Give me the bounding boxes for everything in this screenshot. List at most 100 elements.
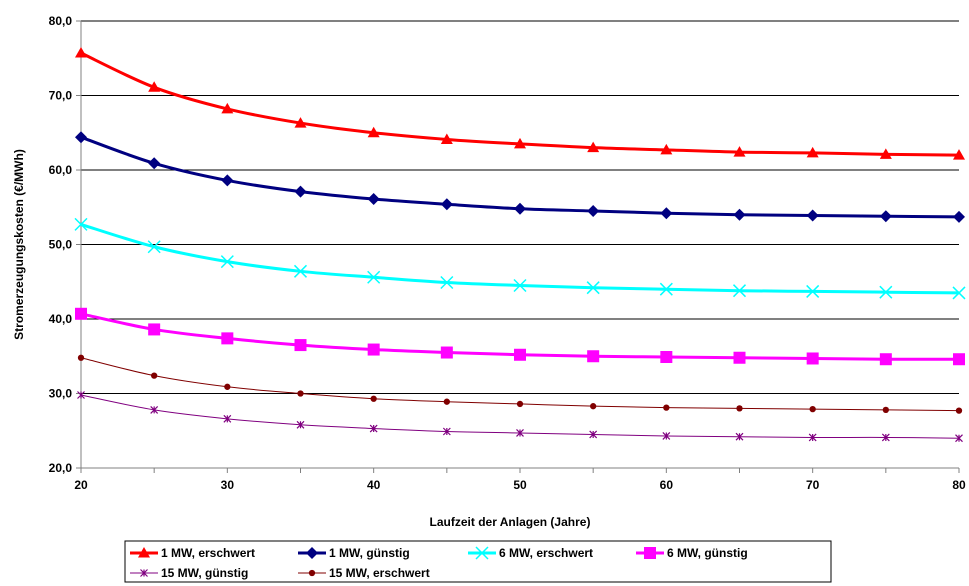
legend-marker xyxy=(475,546,489,560)
data-point xyxy=(806,352,819,365)
data-point xyxy=(586,281,600,295)
data-point xyxy=(660,207,673,220)
data-point xyxy=(294,117,307,128)
data-point xyxy=(367,343,380,356)
data-point xyxy=(221,332,234,345)
legend-label: 1 MW, günstig xyxy=(329,546,410,560)
data-point xyxy=(879,285,893,299)
data-point xyxy=(148,81,161,92)
y-tick-label: 70,0 xyxy=(49,89,73,103)
data-point xyxy=(367,270,381,284)
series-6 xyxy=(77,354,963,414)
x-tick-label: 30 xyxy=(221,478,235,492)
data-point xyxy=(294,339,307,352)
data-point xyxy=(881,433,890,442)
data-point xyxy=(806,284,820,298)
data-point xyxy=(732,284,747,298)
data-point xyxy=(224,383,231,390)
x-tick-label: 60 xyxy=(660,478,674,492)
data-point xyxy=(513,278,527,293)
data-point xyxy=(367,193,380,206)
data-point xyxy=(660,350,673,363)
legend: 1 MW, erschwert 1 MW, günstig 6 MW, erschw… xyxy=(124,540,832,583)
data-point xyxy=(147,240,161,254)
data-point xyxy=(590,403,597,410)
data-point xyxy=(736,405,743,412)
data-point xyxy=(516,429,524,437)
y-tick-labels: 20,0 30,0 40,0 50,0 60,0 70,0 80,0 xyxy=(49,14,73,475)
series-4 xyxy=(75,307,965,366)
data-point xyxy=(587,204,600,217)
data-point xyxy=(516,400,524,408)
legend-box xyxy=(124,540,832,583)
legend-entry: 15 MW, günstig xyxy=(130,566,248,580)
data-point xyxy=(442,427,451,436)
data-point xyxy=(809,405,816,413)
x-tick-label: 20 xyxy=(74,478,88,492)
series-1 xyxy=(75,47,965,160)
data-point xyxy=(879,353,892,366)
legend-label: 15 MW, günstig xyxy=(161,566,248,580)
x-axis-title: Laufzeit der Anlagen (Jahre) xyxy=(430,515,591,529)
data-point xyxy=(148,157,161,170)
series-5 xyxy=(77,391,963,443)
data-point xyxy=(587,141,600,153)
data-point xyxy=(733,351,746,364)
series-2 xyxy=(75,131,965,223)
legend-label: 15 MW, erschwert xyxy=(329,566,430,580)
data-point xyxy=(659,282,673,296)
data-point xyxy=(296,420,305,429)
x-tick-label: 50 xyxy=(513,478,527,492)
data-point xyxy=(293,264,308,278)
data-point xyxy=(294,185,307,198)
y-tick-label: 60,0 xyxy=(49,163,73,177)
y-tick-label: 80,0 xyxy=(49,14,73,28)
data-point xyxy=(514,137,526,149)
data-point xyxy=(148,323,161,336)
data-point xyxy=(223,414,232,423)
y-axis-title: Stromerzeugungskosten (€/MWh) xyxy=(12,149,26,340)
legend-entry: 15 MW, erschwert xyxy=(298,566,430,580)
data-point xyxy=(806,209,819,222)
data-point xyxy=(440,275,454,290)
legend-entry: 1 MW, günstig xyxy=(298,546,410,560)
data-point xyxy=(369,424,378,433)
data-point xyxy=(879,210,892,223)
x-tick-label: 70 xyxy=(806,478,820,492)
x-tick-labels: 20 30 40 50 60 70 80 xyxy=(74,478,966,492)
legend-label: 6 MW, günstig xyxy=(667,546,748,560)
series-layer xyxy=(74,47,966,443)
data-point xyxy=(587,350,600,363)
legend-marker xyxy=(308,569,316,577)
legend-marker xyxy=(140,569,148,577)
y-tick-label: 20,0 xyxy=(49,461,73,475)
data-point xyxy=(952,286,966,300)
data-point xyxy=(808,433,817,442)
data-point xyxy=(75,47,87,58)
data-point xyxy=(440,346,453,359)
plot-area xyxy=(74,20,966,473)
data-point xyxy=(220,255,234,269)
data-point xyxy=(151,372,158,379)
data-point xyxy=(955,407,963,414)
data-point xyxy=(879,148,892,159)
y-tick-label: 40,0 xyxy=(49,312,73,326)
data-point xyxy=(953,210,965,223)
legend-label: 6 MW, erschwert xyxy=(499,546,593,560)
data-point xyxy=(75,131,87,144)
y-tick-label: 30,0 xyxy=(49,387,73,401)
legend-entry: 6 MW, günstig xyxy=(636,546,748,560)
data-point xyxy=(221,174,234,187)
data-point xyxy=(660,143,673,155)
data-point xyxy=(221,102,234,114)
data-point xyxy=(953,149,965,160)
legend-entry: 6 MW, erschwert xyxy=(468,546,593,560)
data-point xyxy=(77,354,85,361)
data-point xyxy=(443,398,450,405)
data-point xyxy=(733,208,746,221)
data-point xyxy=(75,307,87,320)
legend-marker xyxy=(644,547,656,559)
data-point xyxy=(440,198,453,211)
data-point xyxy=(370,395,377,402)
